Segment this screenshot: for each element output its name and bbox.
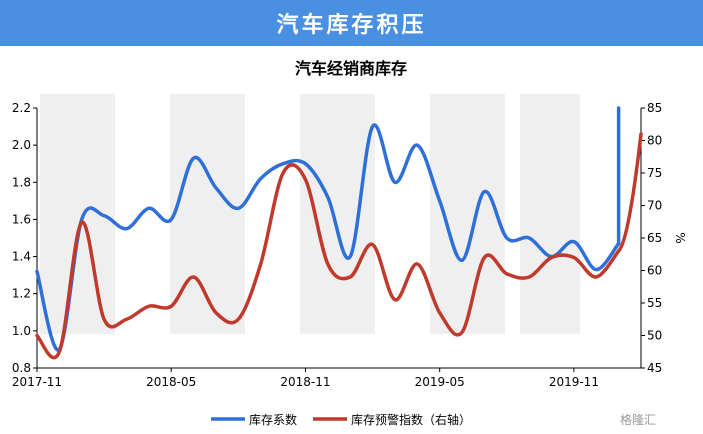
chart-svg: 汽车经销商库存 0.8 1.0 1.2 1.4 1.6 1.8 2.0 2.2 45 50 55 60…: [12, 59, 687, 427]
y-left-tick-label: 1.6: [12, 212, 31, 226]
y-left-tick-label: 1.8: [12, 175, 31, 189]
watermark-block: [300, 94, 375, 334]
legend-label-series-0: 库存系数: [249, 412, 297, 427]
y-left-tick-label: 1.2: [12, 287, 31, 301]
series-line-1-end: [616, 132, 643, 253]
legend-label-series-1: 库存预警指数（右轴）: [351, 412, 471, 427]
legend: 库存系数 库存预警指数（右轴）: [211, 412, 471, 427]
watermark-block: [430, 94, 505, 334]
chart-title: 汽车经销商库存: [295, 59, 407, 78]
series-line-1: [35, 163, 621, 360]
y-right-tick-label: 45: [647, 361, 662, 375]
y-right-tick-label: 60: [647, 264, 662, 278]
y-left-tick-label: 0.8: [12, 361, 31, 375]
y-right-tick-label: 50: [647, 329, 662, 343]
y-right-axis-label: %: [673, 232, 687, 243]
x-tick-label: 2017-11: [12, 375, 62, 389]
y-left-tick-label: 2.0: [12, 138, 31, 152]
banner: 汽车库存积压: [0, 0, 703, 46]
y-right-tick-label: 55: [647, 296, 662, 310]
y-right-tick-label: 75: [647, 166, 662, 180]
watermark-block: [520, 94, 580, 334]
y-right-tick-label: 65: [647, 231, 662, 245]
y-left-tick-label: 1.4: [12, 250, 31, 264]
x-tick-label: 2019-11: [549, 375, 599, 389]
y-right-tick-label: 70: [647, 199, 662, 213]
y-right-tick-label: 80: [647, 134, 662, 148]
x-tick-label: 2018-11: [280, 375, 330, 389]
y-right-tick-label: 85: [647, 101, 662, 115]
x-tick-label: 2019-05: [415, 375, 465, 389]
y-left-tick-label: 2.2: [12, 101, 31, 115]
axes: 0.8 1.0 1.2 1.4 1.6 1.8 2.0 2.2 45 50 55 60 65 70 75 80…: [12, 101, 687, 389]
watermark: [40, 94, 580, 334]
y-left-tick-label: 1.0: [12, 324, 31, 338]
series-layer: [35, 106, 643, 360]
chart: 汽车经销商库存 0.8 1.0 1.2 1.4 1.6 1.8 2.0 2.2 45 50 55 60…: [0, 46, 703, 434]
x-tick-label: 2018-05: [146, 375, 196, 389]
banner-title: 汽车库存积压: [276, 13, 427, 38]
series-line-0: [35, 123, 621, 352]
watermark-text: 格隆汇: [620, 412, 656, 427]
watermark-block: [170, 94, 245, 334]
